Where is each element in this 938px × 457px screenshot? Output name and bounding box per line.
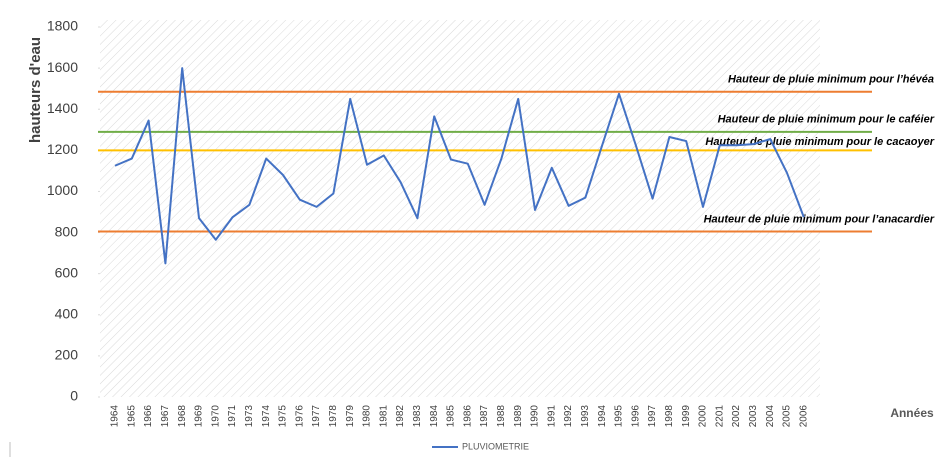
x-tick-label: 1981 <box>378 405 389 428</box>
reference-label: Hauteur de pluie minimum pour le caféier <box>718 114 935 126</box>
x-tick-label: 1971 <box>227 405 238 428</box>
legend-label: PLUVIOMETRIE <box>462 441 529 451</box>
y-tick-label: 1800 <box>47 18 78 34</box>
x-tick-label: 1990 <box>530 405 541 428</box>
x-tick-label: 1991 <box>546 405 557 428</box>
x-tick-label: 1968 <box>177 405 188 428</box>
x-tick-label: 1976 <box>294 405 305 428</box>
reference-label: Hauteur de pluie minimum pour l’anacardi… <box>704 213 935 225</box>
y-axis-label: hauteurs d'eau <box>27 37 44 143</box>
y-tick-label: 1200 <box>47 141 78 157</box>
x-tick-label: 1987 <box>479 405 490 428</box>
x-tick-label: 1964 <box>110 405 121 428</box>
x-tick-label: 1965 <box>126 405 137 428</box>
x-tick-label: 1986 <box>462 405 473 428</box>
x-tick-label: 1994 <box>597 405 608 428</box>
x-tick-label: 1967 <box>160 405 171 428</box>
x-tick-label: 1997 <box>647 405 658 428</box>
x-tick-label: 2005 <box>782 405 793 428</box>
reference-label: Hauteur de pluie minimum pour le cacaoye… <box>705 136 934 148</box>
x-tick-label: 1992 <box>563 405 574 428</box>
x-tick-label: 1998 <box>664 405 675 428</box>
x-tick-label: 1966 <box>143 405 154 428</box>
x-tick-label: 2003 <box>748 405 759 428</box>
x-tick-label: 1969 <box>194 405 205 428</box>
x-tick-label: 1974 <box>261 405 272 428</box>
x-tick-label: 1983 <box>412 405 423 428</box>
x-tick-label: 1978 <box>328 405 339 428</box>
x-tick-label: 2002 <box>731 405 742 428</box>
x-tick-label: 1988 <box>496 405 507 428</box>
x-tick-label: 1982 <box>395 405 406 428</box>
x-tick-label: 1996 <box>630 405 641 428</box>
y-tick-label: 1000 <box>47 182 78 198</box>
y-tick-label: 1400 <box>47 100 78 116</box>
x-tick-label: 1980 <box>362 405 373 428</box>
y-tick-label: 0 <box>70 388 78 404</box>
x-tick-label: 1975 <box>278 405 289 428</box>
reference-label: Hauteur de pluie minimum pour l’hévéa <box>728 74 934 86</box>
x-tick-label: 1977 <box>311 405 322 428</box>
x-axis-label: Années <box>890 406 934 420</box>
y-tick-label: 200 <box>55 347 79 363</box>
x-tick-label: 2004 <box>765 405 776 428</box>
x-tick-label: 2006 <box>798 405 809 428</box>
x-tick-label: 1999 <box>681 405 692 428</box>
x-tick-label: 2000 <box>698 405 709 428</box>
x-tick-label: 1995 <box>614 405 625 428</box>
x-tick-label: 2201 <box>714 405 725 428</box>
y-tick-label: 800 <box>55 223 79 239</box>
x-tick-label: 1989 <box>513 405 524 428</box>
x-tick-label: 1979 <box>345 405 356 428</box>
x-tick-label: 1985 <box>446 405 457 428</box>
y-tick-label: 1600 <box>47 59 78 75</box>
y-tick-label: 600 <box>55 264 79 280</box>
plot-background <box>100 20 820 397</box>
x-tick-label: 1970 <box>210 405 221 428</box>
x-tick-label: 1984 <box>429 405 440 428</box>
x-tick-label: 1973 <box>244 405 255 428</box>
y-tick-label: 400 <box>55 305 79 321</box>
x-tick-label: 1993 <box>580 405 591 428</box>
data-line <box>114 67 805 265</box>
